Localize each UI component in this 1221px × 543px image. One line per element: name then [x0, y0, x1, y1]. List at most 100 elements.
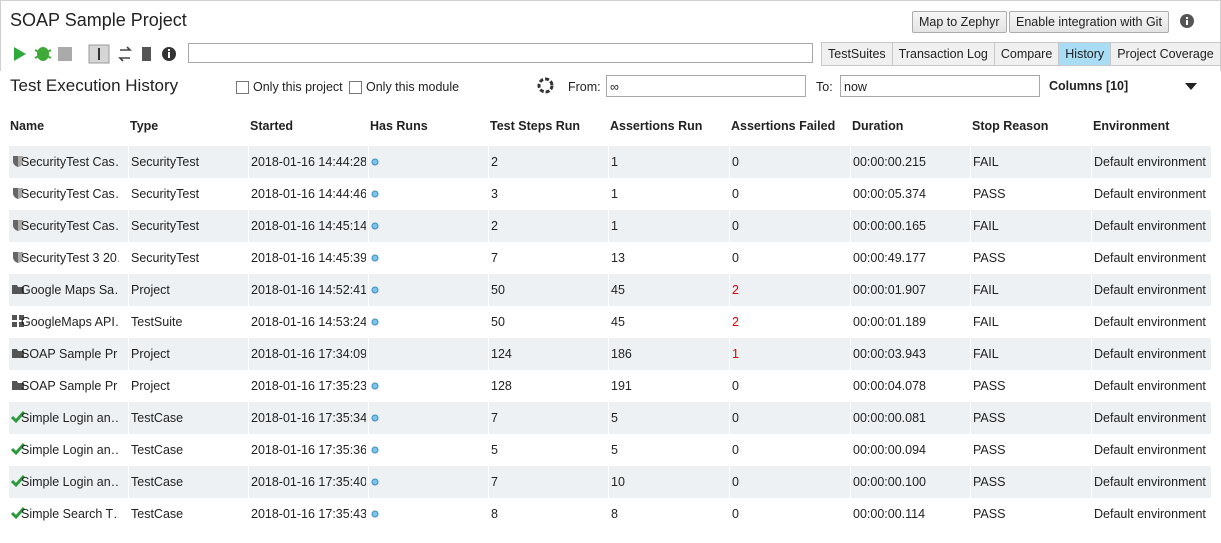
table-cell: 0 [732, 498, 847, 530]
has-runs-indicator [371, 510, 379, 518]
column-separator [1091, 210, 1092, 242]
zephyr-button[interactable]: Map to Zephyr [912, 11, 1007, 33]
column-separator [1091, 466, 1092, 498]
column-header[interactable]: Stop Reason [972, 119, 1048, 133]
column-separator [488, 210, 489, 242]
table-cell: Default environment [1094, 306, 1209, 338]
table-cell: TestSuite [131, 306, 246, 338]
project-title: SOAP Sample Project [10, 10, 187, 31]
table-cell: FAIL [973, 306, 1088, 338]
run-button[interactable] [14, 47, 26, 61]
table-cell: FAIL [973, 274, 1088, 306]
column-header[interactable]: Name [10, 119, 44, 133]
table-row[interactable]: SecurityTest 3 20…SecurityTest2018-01-16… [9, 242, 1211, 274]
debug-button[interactable] [35, 47, 51, 61]
column-header[interactable]: Has Runs [370, 119, 428, 133]
tab[interactable]: Transaction Log [893, 43, 995, 65]
column-separator [1091, 242, 1092, 274]
from-field[interactable]: ∞ [606, 75, 806, 97]
column-separator [850, 242, 851, 274]
column-separator [1091, 306, 1092, 338]
project-filter[interactable]: Only this project [236, 80, 343, 94]
table-cell: 2 [491, 146, 606, 178]
column-separator [729, 402, 730, 434]
tab[interactable]: Project Coverage [1111, 43, 1220, 65]
table-cell: Default environment [1094, 274, 1209, 306]
reset-icon[interactable] [537, 77, 554, 94]
table-row[interactable]: SecurityTest Cas…SecurityTest2018-01-16 … [9, 210, 1211, 242]
search-field[interactable] [188, 43, 813, 63]
column-separator [488, 338, 489, 370]
column-separator [368, 178, 369, 210]
column-separator [248, 242, 249, 274]
column-separator [128, 306, 129, 338]
table-cell: SecurityTest [131, 242, 246, 274]
table-cell: 50 [491, 274, 606, 306]
table-row[interactable]: SecurityTest Cas…SecurityTest2018-01-16 … [9, 146, 1211, 178]
table-cell: 00:00:03.943 [853, 338, 968, 370]
column-separator [488, 274, 489, 306]
column-separator [970, 146, 971, 178]
table-cell: 0 [732, 466, 847, 498]
table-row[interactable]: Simple Search T…TestCase2018-01-16 17:35… [9, 498, 1211, 530]
tab[interactable]: TestSuites [822, 43, 893, 65]
column-separator [970, 274, 971, 306]
column-header[interactable]: Environment [1093, 119, 1169, 133]
table-row[interactable]: GoogleMaps API…TestSuite2018-01-16 14:53… [9, 306, 1211, 338]
column-separator [248, 466, 249, 498]
table-cell: Default environment [1094, 242, 1209, 274]
column-header[interactable]: Assertions Run [610, 119, 702, 133]
table-row[interactable]: SOAP Sample Pr…Project2018-01-16 17:35:2… [9, 370, 1211, 402]
swap-button[interactable] [120, 47, 130, 61]
toolbar [10, 44, 185, 64]
column-separator [850, 178, 851, 210]
table-row[interactable]: SecurityTest Cas…SecurityTest2018-01-16 … [9, 178, 1211, 210]
column-separator [608, 274, 609, 306]
table-cell: 1 [611, 210, 726, 242]
table-row[interactable]: Google Maps Sa…Project2018-01-16 14:52:4… [9, 274, 1211, 306]
column-separator [970, 434, 971, 466]
info-icon[interactable] [1179, 13, 1195, 29]
table-cell: SecurityTest Cas… [21, 210, 119, 242]
column-header[interactable]: Duration [852, 119, 903, 133]
table-cell: 0 [732, 210, 847, 242]
module-filter[interactable]: Only this module [349, 80, 459, 94]
column-header[interactable]: Started [250, 119, 293, 133]
column-header[interactable]: Test Steps Run [490, 119, 580, 133]
stop-button[interactable] [58, 47, 72, 61]
column-header[interactable]: Assertions Failed [731, 119, 835, 133]
list-button[interactable] [142, 47, 151, 61]
table-row[interactable]: SOAP Sample Pr…Project2018-01-16 17:34:0… [9, 338, 1211, 370]
git-button[interactable]: Enable integration with Git [1009, 11, 1169, 33]
table-cell: 3 [491, 178, 606, 210]
table-cell: 0 [732, 402, 847, 434]
to-field[interactable]: now [840, 75, 1040, 97]
table-cell: 7 [491, 242, 606, 274]
table-cell: 2018-01-16 17:35:36 [251, 434, 366, 466]
tab[interactable]: Compare [995, 43, 1059, 65]
table-cell: FAIL [973, 146, 1088, 178]
column-separator [970, 210, 971, 242]
column-separator [248, 498, 249, 530]
table-cell: Default environment [1094, 146, 1209, 178]
column-separator [729, 274, 730, 306]
dropdown-arrow[interactable] [1184, 81, 1198, 91]
table-row[interactable]: Simple Login an…TestCase2018-01-16 17:35… [9, 466, 1211, 498]
column-separator [850, 402, 851, 434]
column-separator [729, 306, 730, 338]
has-runs-indicator [371, 158, 379, 166]
tab[interactable]: History [1059, 43, 1111, 65]
column-header[interactable]: Type [130, 119, 158, 133]
column-separator [608, 306, 609, 338]
columns-button[interactable]: Columns [10] [1049, 79, 1128, 93]
table-row[interactable]: Simple Login an…TestCase2018-01-16 17:35… [9, 434, 1211, 466]
table-cell: Google Maps Sa… [21, 274, 119, 306]
table-cell: PASS [973, 242, 1088, 274]
column-separator [368, 338, 369, 370]
table-cell: 186 [611, 338, 726, 370]
column-separator [970, 338, 971, 370]
table-cell: 45 [611, 274, 726, 306]
table-cell: GoogleMaps API… [21, 306, 119, 338]
table-row[interactable]: Simple Login an…TestCase2018-01-16 17:35… [9, 402, 1211, 434]
